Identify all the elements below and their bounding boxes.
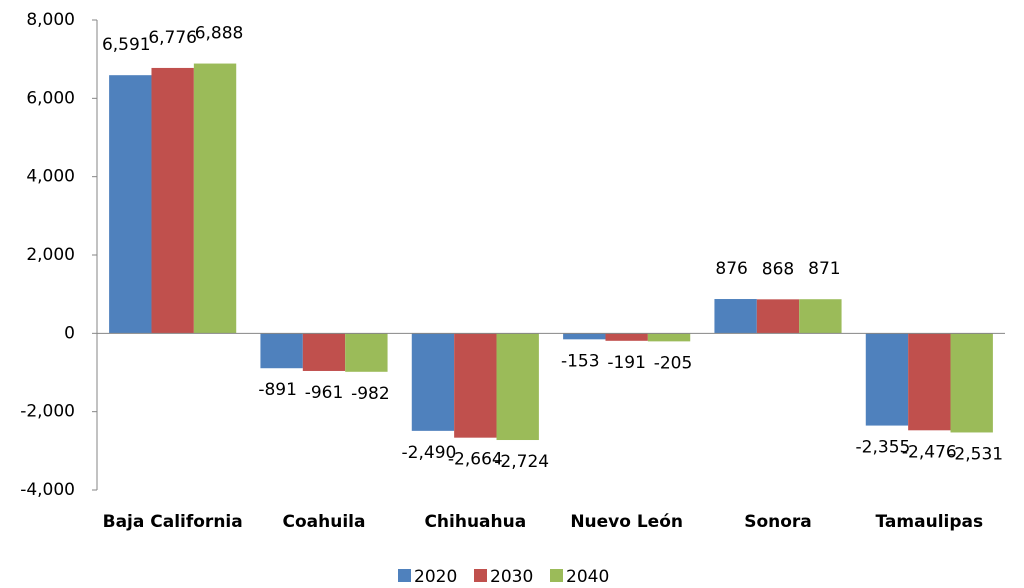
legend-swatch	[474, 569, 487, 582]
bar	[647, 333, 691, 342]
bar	[260, 333, 303, 369]
legend-swatch	[398, 569, 411, 582]
bar	[799, 299, 842, 334]
data-label: -891	[258, 380, 297, 400]
data-label: -2,724	[494, 452, 549, 472]
x-tick-label: Tamaulipas	[876, 512, 984, 532]
legend-label: 2040	[566, 567, 609, 587]
y-tick-label: 2,000	[26, 245, 75, 265]
bar	[109, 75, 152, 334]
x-tick-label: Sonora	[744, 512, 812, 532]
data-label: -2,664	[448, 450, 503, 470]
legend-label: 2030	[490, 567, 533, 587]
y-tick-label: 6,000	[26, 88, 75, 108]
bar	[950, 333, 993, 433]
bar	[454, 333, 497, 438]
y-tick-label: 4,000	[26, 167, 75, 187]
data-label: 876	[715, 259, 747, 279]
data-label: -2,476	[902, 442, 957, 462]
y-tick-label: 0	[64, 323, 75, 343]
data-label: -2,531	[948, 444, 1003, 464]
legend-label: 2020	[414, 567, 457, 587]
x-tick-label: Chihuahua	[424, 512, 526, 532]
bar	[714, 299, 757, 334]
y-tick-label: -4,000	[20, 480, 75, 500]
y-tick-label: 8,000	[26, 10, 75, 30]
data-label: -982	[351, 384, 390, 404]
bar	[865, 333, 909, 426]
x-tick-label: Baja California	[103, 512, 243, 532]
data-label: 871	[808, 259, 840, 279]
x-tick-label: Nuevo León	[570, 512, 683, 532]
bar	[605, 333, 648, 341]
bar	[908, 333, 951, 431]
data-label: -961	[305, 383, 344, 403]
bar	[345, 333, 388, 372]
data-label: -153	[561, 351, 600, 371]
bar	[411, 333, 455, 431]
bar	[193, 63, 237, 334]
data-label: 6,776	[148, 28, 197, 48]
bar	[496, 333, 539, 441]
data-label: -2,355	[856, 438, 911, 458]
data-label: 868	[762, 259, 794, 279]
y-tick-label: -2,000	[20, 402, 75, 422]
bar	[302, 333, 346, 371]
bar	[756, 299, 800, 334]
bar	[563, 333, 606, 340]
data-label: -2,490	[402, 443, 457, 463]
bar	[151, 67, 194, 334]
data-label: -205	[654, 353, 693, 373]
data-label: 6,888	[195, 24, 244, 44]
data-label: -191	[607, 353, 646, 373]
data-label: 6,591	[102, 35, 151, 55]
x-tick-label: Coahuila	[283, 512, 366, 532]
legend-swatch	[550, 569, 563, 582]
